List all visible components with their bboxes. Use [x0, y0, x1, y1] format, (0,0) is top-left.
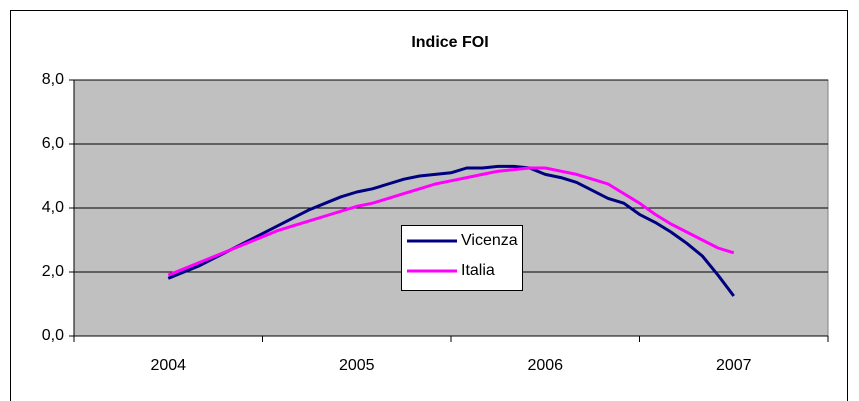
y-tick-label: 6,0: [42, 135, 64, 152]
y-tick-label: 8,0: [42, 71, 64, 88]
legend-label: Vicenza: [461, 232, 518, 249]
series-line: [167, 166, 735, 277]
y-tick-label: 4,0: [42, 199, 64, 216]
y-tick-label: 0,0: [42, 327, 64, 344]
x-tick-label: 2007: [716, 357, 752, 374]
x-tick-label: 2004: [150, 357, 186, 374]
series-line: [167, 164, 735, 297]
legend: [401, 225, 523, 291]
x-tick-label: 2005: [339, 357, 375, 374]
legend-label: Italia: [461, 262, 495, 279]
chart-title: Indice FOI: [411, 34, 488, 51]
y-tick-label: 2,0: [42, 263, 64, 280]
x-tick-label: 2006: [527, 357, 563, 374]
